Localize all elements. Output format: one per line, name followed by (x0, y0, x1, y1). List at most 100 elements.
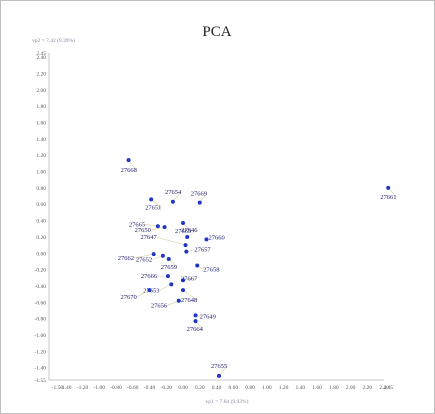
point-label: 27659 (161, 264, 177, 271)
y-tick-label: -0.80 (35, 317, 47, 323)
point-label: 27650 (135, 227, 151, 234)
data-point (162, 225, 167, 230)
x-tick-label: -1.50 (52, 385, 64, 391)
point-leader-line (150, 226, 165, 231)
point-label: 27664 (187, 326, 204, 333)
data-point (149, 197, 154, 202)
point-label: 27657 (194, 247, 211, 254)
point-leader-line (144, 224, 158, 227)
x-tick-label: 0.80 (245, 385, 255, 391)
data-point (181, 288, 185, 293)
point-label: 27653 (143, 287, 159, 294)
y-tick-label: 0.00 (36, 251, 46, 257)
y-tick-labels: 2.452.40 2.20 2.00 1.80 1.60 1.40 1.20 1.00 0.80… (35, 51, 47, 384)
point-label: 27656 (151, 303, 168, 310)
x-tick-label: 1.20 (279, 385, 289, 391)
data-point (193, 313, 198, 318)
data-point (197, 200, 202, 205)
point-leader-line (218, 365, 228, 377)
y-tick-label: 1.00 (36, 170, 46, 176)
point-label: 27666 (141, 273, 158, 280)
point-leader-line (128, 159, 137, 171)
y-tick-label: 0.40 (36, 219, 46, 225)
point-label: 27668 (121, 167, 137, 174)
y-tick-label: 1.80 (36, 104, 46, 110)
point-leader-line (156, 236, 186, 246)
point-label: 27652 (136, 257, 152, 264)
x-tick-label: 2.20 (362, 385, 372, 391)
x-tick-label: 2.45 (383, 385, 393, 391)
x-tick-label: 0.40 (212, 385, 222, 391)
y-axis-label: vp2 = 7.42 (9.39%) (32, 37, 75, 44)
x-tick-label: -0.60 (127, 385, 139, 391)
data-point (151, 252, 156, 257)
data-point (183, 243, 188, 248)
chart-title: PCA (202, 24, 231, 40)
point-label: 27661 (380, 194, 396, 201)
point-label: 27660 (208, 234, 224, 241)
point-leader-line (182, 277, 198, 281)
point-label: 27649 (200, 313, 216, 320)
y-tick-label: -1.55 (35, 378, 47, 384)
point-label: 27651 (145, 204, 161, 211)
y-tick-label: 0.20 (36, 235, 46, 241)
point-leader-line (133, 253, 154, 259)
y-tick-label: -1.20 (35, 349, 47, 355)
data-point (185, 234, 190, 239)
data-point (170, 199, 175, 204)
data-point (386, 185, 391, 190)
point-label: 27648 (181, 297, 197, 304)
point-label: 27669 (191, 191, 207, 198)
y-tick-label: 2.45 (36, 51, 46, 57)
data-point (204, 237, 209, 242)
point-label: 27654 (165, 189, 182, 196)
x-tick-label: -0.80 (110, 385, 122, 391)
point-label: 27646 (181, 227, 198, 234)
data-point (126, 158, 131, 163)
x-tick-label: 0.60 (228, 385, 238, 391)
data-point (147, 288, 152, 293)
data-point (176, 298, 181, 303)
x-tick-label: 0.20 (195, 385, 205, 391)
point-label: 27670 (121, 294, 137, 301)
data-point (217, 373, 222, 378)
x-tick-label: -1.00 (94, 385, 106, 391)
x-axis-label: vp1 = 7.84 (9.93%) (206, 398, 249, 405)
y-tick-label: 0.60 (36, 202, 46, 208)
x-tick-label: 1.40 (295, 385, 305, 391)
x-tick-label: 2.00 (346, 385, 356, 391)
x-tick-label: 1.60 (312, 385, 322, 391)
point-label: 27647 (141, 234, 158, 241)
y-tick-label: -1.00 (35, 333, 47, 339)
data-point (184, 249, 189, 254)
point-leader-line (172, 191, 182, 202)
x-tick-labels: -1.50-1.40 -1.20 -1.00 -0.80 -0.60 -0.40 -0.20… (52, 385, 394, 391)
point-leader-line (159, 284, 172, 291)
point-label: 27665 (129, 221, 145, 228)
point-label: 27663 (175, 228, 191, 235)
point-leader-line (182, 289, 198, 301)
point-label: 27662 (118, 255, 134, 262)
x-tick-label: -0.40 (144, 385, 156, 391)
y-tick-label: 1.40 (36, 137, 46, 143)
y-tick-label: -0.60 (35, 300, 47, 306)
point-label: 27655 (211, 363, 227, 370)
x-tick-label: 1.80 (329, 385, 339, 391)
x-tick-label: 2.40 (379, 385, 389, 391)
data-points: 27661 27668 27669 27654 27651 27663 2766527650… (118, 158, 396, 378)
point-leader-line (187, 229, 198, 238)
data-point (193, 319, 198, 324)
y-tick-label: 1.60 (36, 120, 46, 126)
data-point (169, 282, 174, 287)
x-tick-label: -1.20 (77, 385, 89, 391)
data-point (160, 253, 165, 258)
axes (48, 53, 384, 381)
y-tick-label: -0.40 (35, 284, 47, 290)
y-tick-label: -1.40 (35, 366, 47, 372)
point-leader-line (166, 300, 179, 306)
data-point (181, 278, 185, 283)
point-label: 27667 (181, 275, 198, 282)
y-tick-label: 2.20 (36, 71, 46, 77)
